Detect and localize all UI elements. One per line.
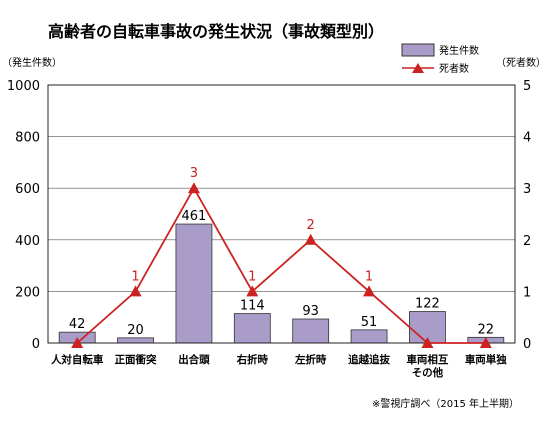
bar-value-label: 122 [415, 297, 440, 312]
category-label: 右折時 [236, 353, 269, 366]
bars [58, 223, 505, 344]
bar-value-label: 461 [182, 209, 207, 224]
deaths-marker [421, 337, 434, 348]
y-right-tick-label: 2 [523, 234, 531, 249]
deaths-marker [304, 233, 317, 245]
bar-value-label: 42 [69, 317, 86, 332]
bar-value-label: 22 [478, 322, 495, 337]
chart-title: 高齢者の自転車事故の発生状況（事故類型別） [48, 22, 384, 41]
deaths-value-label: 2 [307, 218, 315, 233]
bar-value-label: 20 [127, 323, 144, 338]
y-left-tick-label: 0 [32, 337, 40, 352]
category-label: 正面衝突 [115, 353, 157, 366]
grid [48, 136, 515, 292]
bar-4 [292, 318, 330, 344]
legend-line-label: 死者数 [439, 62, 469, 75]
bar-value-label: 114 [240, 299, 265, 314]
legend: 発生件数 死者数 [401, 43, 479, 75]
y-left-tick-label: 800 [15, 131, 40, 146]
bar-1 [117, 337, 154, 344]
y-left-tick-label: 200 [15, 285, 40, 300]
bar-5 [350, 329, 388, 344]
deaths-line [71, 182, 492, 348]
category-label: その他 [412, 366, 444, 379]
deaths-marker [246, 285, 259, 297]
bar-value-label: 51 [361, 315, 378, 330]
plot-frame [47, 84, 516, 344]
y-right-tick-label: 1 [523, 285, 531, 300]
y-right-tick-label: 0 [523, 337, 531, 352]
deaths-polyline [76, 186, 486, 344]
plot-border [47, 84, 516, 344]
category-label: 左折時 [294, 353, 327, 366]
category-label: 車両単独 [465, 353, 507, 366]
source-note: ※警視庁調べ（2015 年上半期） [372, 397, 519, 410]
deaths-value-label: 1 [131, 269, 139, 284]
y-right-tick-label: 3 [523, 182, 531, 197]
y-left-tick-label: 400 [15, 234, 40, 249]
y-left-tick-label: 1000 [7, 79, 40, 94]
left-axis-label: （発生件数） [2, 56, 62, 69]
category-label: 人対自転車 [51, 353, 104, 366]
y-left-tick-label: 600 [15, 182, 40, 197]
category-label: 出合頭 [178, 353, 210, 366]
legend-line-marker [412, 63, 424, 73]
deaths-marker [71, 337, 84, 348]
deaths-marker [363, 285, 376, 297]
legend-bar-label: 発生件数 [439, 44, 479, 57]
bar-value-label: 93 [302, 304, 319, 319]
right-axis-label: （死者数） [496, 56, 546, 69]
category-label: 車両相互 [406, 353, 448, 366]
bar-2 [175, 223, 213, 344]
deaths-value-label: 1 [248, 269, 256, 284]
category-label: 追越追抜 [348, 353, 390, 366]
y-right-tick-label: 5 [523, 79, 531, 94]
legend-bar-swatch [401, 43, 435, 57]
deaths-value-label: 3 [190, 166, 198, 181]
y-right-tick-label: 4 [523, 131, 531, 146]
deaths-marker [187, 182, 200, 194]
deaths-value-label: 1 [365, 269, 373, 284]
deaths-marker [129, 285, 142, 297]
bar-3 [233, 313, 271, 344]
deaths-marker [479, 337, 492, 348]
